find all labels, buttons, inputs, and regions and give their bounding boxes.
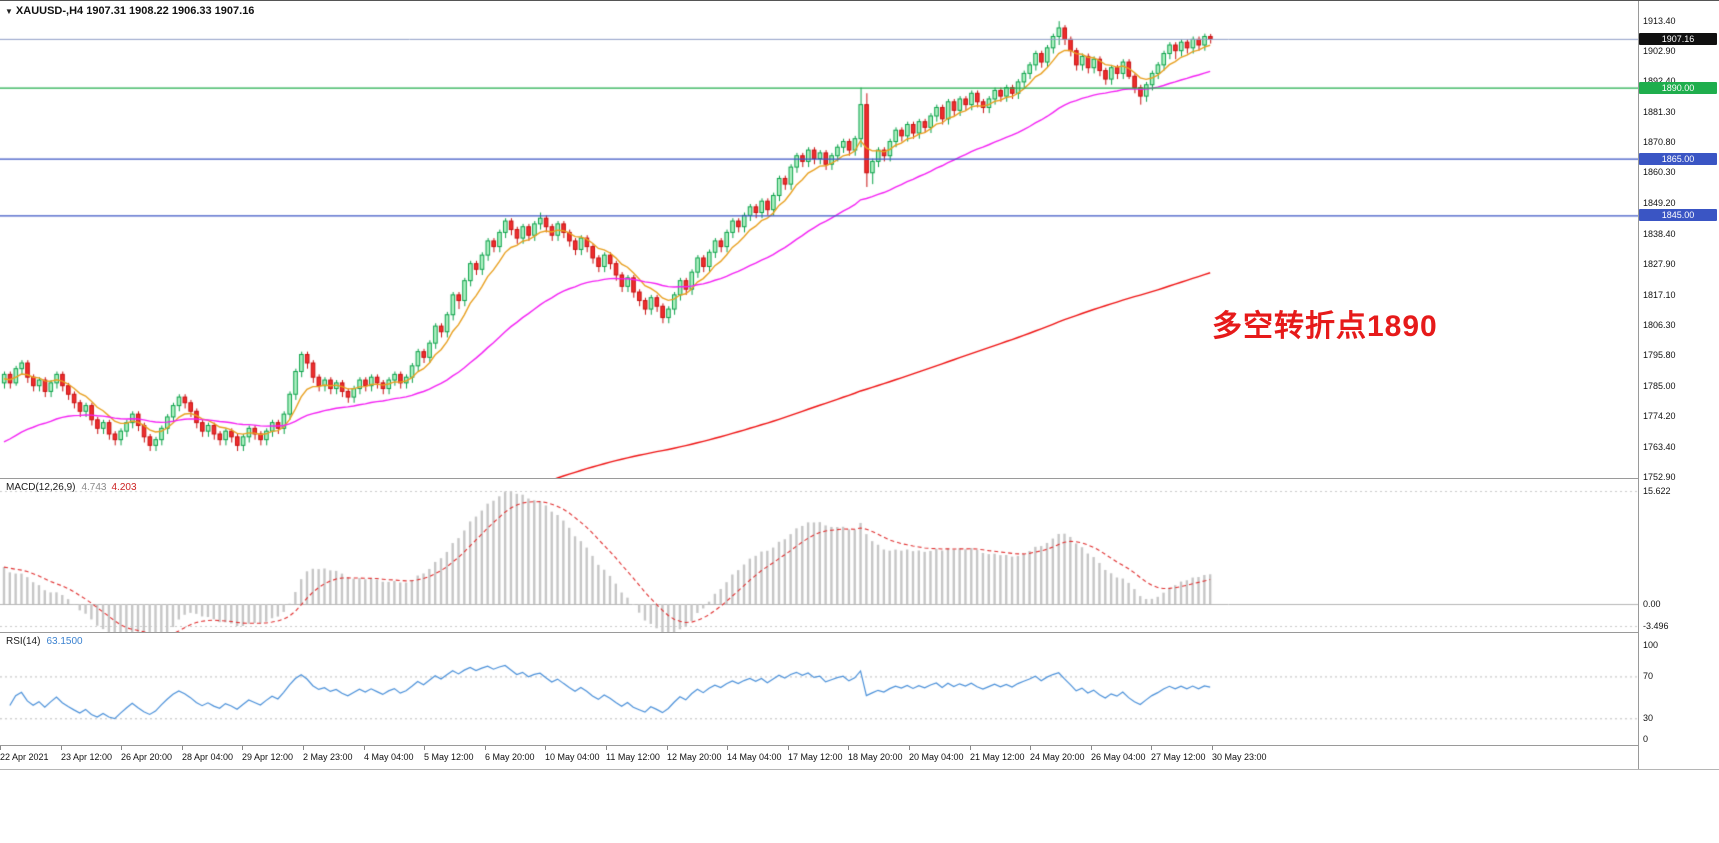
- time-axis-label: 26 May 04:00: [1091, 752, 1146, 762]
- time-axis-label: 5 May 12:00: [424, 752, 474, 762]
- price-axis-label: 1870.80: [1643, 137, 1676, 148]
- price-axis-label: 1827.90: [1643, 258, 1676, 269]
- price-axis-label: 1849.20: [1643, 198, 1676, 209]
- time-axis-tick: [424, 746, 425, 750]
- time-axis-label: 11 May 12:00: [606, 752, 660, 762]
- rsi-indicator-label: RSI(14) 63.1500: [6, 636, 83, 647]
- price-axis-label: 1763.40: [1643, 442, 1676, 453]
- time-axis-tick: [970, 746, 971, 750]
- macd-value-main: 4.743: [81, 482, 107, 493]
- time-axis-tick: [606, 746, 607, 750]
- macd-panel-canvas[interactable]: [0, 479, 1638, 632]
- scale-separator: [1638, 1, 1639, 769]
- price-axis-label: 1892.40: [1643, 75, 1676, 86]
- time-axis-label: 20 May 04:00: [909, 752, 964, 762]
- time-axis-tick: [182, 746, 183, 750]
- time-axis-tick: [485, 746, 486, 750]
- panel-separator: [0, 745, 1638, 746]
- macd-axis-label: -3.496: [1643, 621, 1669, 631]
- time-axis-label: 26 Apr 20:00: [121, 752, 173, 762]
- time-axis-label: 2 May 23:00: [303, 752, 353, 762]
- time-axis-label: 4 May 04:00: [364, 752, 414, 762]
- time-axis-tick: [909, 746, 910, 750]
- price-axis-label: 1817.10: [1643, 289, 1676, 300]
- time-axis-tick: [727, 746, 728, 750]
- rsi-axis-label: 100: [1643, 640, 1659, 650]
- rsi-axis-label: 0: [1643, 734, 1649, 744]
- price-level-badge: 1865.00: [1639, 152, 1717, 165]
- price-axis-label: 1838.40: [1643, 229, 1676, 240]
- chart-marker-icon: ▼: [5, 7, 13, 16]
- time-axis-label: 29 Apr 12:00: [242, 752, 294, 762]
- bottom-strip: [0, 770, 1719, 843]
- macd-name: MACD(12,26,9): [6, 482, 76, 493]
- time-axis-tick: [1030, 746, 1031, 750]
- rsi-name: RSI(14): [6, 636, 41, 647]
- price-axis[interactable]: 1913.40 1902.90 1892.40 1881.30 1870.80 1860.…: [1639, 1, 1719, 769]
- macd-value-signal: 4.203: [111, 482, 137, 493]
- time-axis-tick: [364, 746, 365, 750]
- time-axis-label: 24 May 20:00: [1030, 752, 1085, 762]
- time-axis-label: 21 May 12:00: [970, 752, 1025, 762]
- time-axis-tick: [848, 746, 849, 750]
- time-axis-label: 30 May 23:00: [1212, 752, 1267, 762]
- bottom-separator: [0, 769, 1719, 770]
- chart-title-text: XAUUSD-,H4 1907.31 1908.22 1906.33 1907.…: [15, 5, 255, 17]
- bid-price-badge: 1907.16: [1639, 32, 1717, 45]
- price-axis-label: 1913.40: [1643, 16, 1676, 27]
- rsi-axis-label: 30: [1643, 713, 1654, 724]
- time-axis-tick: [1091, 746, 1092, 750]
- time-axis-tick: [1212, 746, 1213, 750]
- time-axis-label: 12 May 20:00: [667, 752, 722, 762]
- macd-axis-label: 0.00: [1643, 599, 1661, 609]
- rsi-panel-canvas[interactable]: [0, 633, 1638, 745]
- time-axis-tick: [545, 746, 546, 750]
- time-axis-tick: [1151, 746, 1152, 750]
- price-axis-label: 1785.00: [1643, 380, 1676, 391]
- time-axis-label: 23 Apr 12:00: [61, 752, 113, 762]
- time-axis-label: 27 May 12:00: [1151, 752, 1206, 762]
- panel-separator[interactable]: [0, 478, 1638, 479]
- time-axis-tick: [61, 746, 62, 750]
- rsi-value: 63.1500: [46, 636, 83, 647]
- time-axis-tick: [0, 746, 1, 750]
- price-axis-label: 1902.90: [1643, 45, 1676, 56]
- panel-separator[interactable]: [0, 632, 1638, 633]
- time-axis-label: 22 Apr 2021: [0, 752, 49, 762]
- time-axis-tick: [242, 746, 243, 750]
- time-axis-tick: [121, 746, 122, 750]
- time-axis-label: 14 May 04:00: [727, 752, 782, 762]
- price-axis-label: 1795.80: [1643, 350, 1676, 361]
- chart-title: ▼ XAUUSD-,H4 1907.31 1908.22 1906.33 1907…: [5, 5, 254, 17]
- time-axis-tick: [788, 746, 789, 750]
- time-axis-tick: [303, 746, 304, 750]
- time-axis-label: 18 May 20:00: [848, 752, 903, 762]
- price-axis-label: 1860.30: [1643, 166, 1676, 177]
- price-axis-label: 1774.20: [1643, 411, 1676, 422]
- macd-indicator-label: MACD(12,26,9) 4.743 4.203: [6, 482, 137, 493]
- annotation-text: 多空转折点1890: [1212, 310, 1438, 343]
- main-price-chart-canvas[interactable]: [0, 1, 1638, 478]
- price-axis-label: 1881.30: [1643, 107, 1676, 118]
- price-level-badge: 1890.00: [1639, 81, 1717, 94]
- price-level-badge: 1845.00: [1639, 209, 1717, 222]
- rsi-axis-label: 70: [1643, 671, 1654, 682]
- time-axis-label: 6 May 20:00: [485, 752, 535, 762]
- time-axis-label: 10 May 04:00: [545, 752, 600, 762]
- time-axis-tick: [667, 746, 668, 750]
- price-axis-label: 1806.30: [1643, 320, 1676, 331]
- time-axis-label: 28 Apr 04:00: [182, 752, 234, 762]
- time-axis-label: 17 May 12:00: [788, 752, 843, 762]
- price-axis-label: 1752.90: [1643, 471, 1676, 482]
- time-axis[interactable]: 22 Apr 2021 23 Apr 12:00 26 Apr 20:00 28 Ap…: [0, 746, 1638, 769]
- macd-axis-label: 15.622: [1643, 486, 1671, 496]
